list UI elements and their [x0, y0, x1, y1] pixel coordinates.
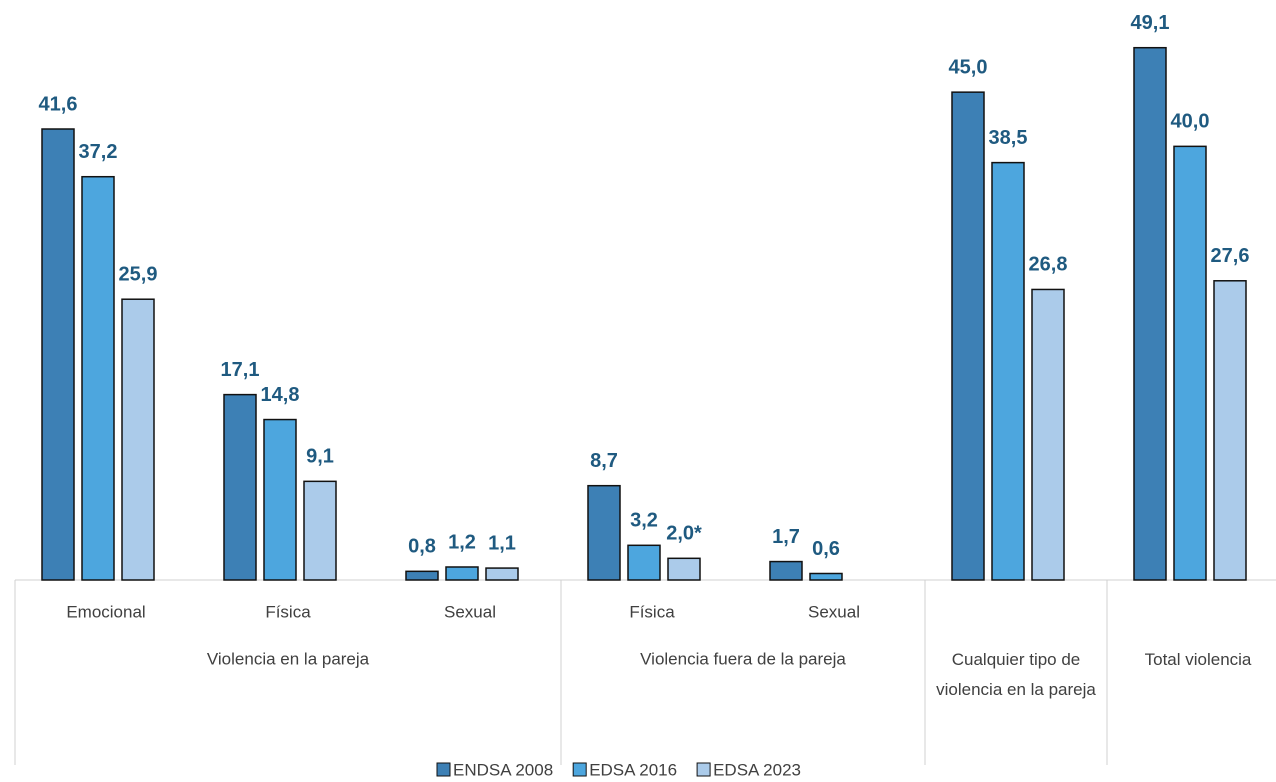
- x-tick-label: Emocional: [66, 602, 145, 621]
- data-label: 45,0: [949, 56, 988, 78]
- legend-swatch: [436, 762, 451, 777]
- x-tick-label: Sexual: [808, 602, 860, 621]
- group-label-box: Total violencia: [1144, 650, 1252, 669]
- data-label: 25,9: [119, 263, 158, 285]
- legend-label: EDSA 2016: [589, 760, 677, 779]
- bar: [121, 298, 155, 581]
- group-label-box: Cualquier tipo de violencia en la pareja: [936, 650, 1096, 699]
- bar: [263, 418, 297, 581]
- bar: [769, 560, 803, 581]
- bar: [1213, 280, 1247, 581]
- data-label: 1,1: [488, 532, 516, 554]
- group-label: Violencia fuera de la pareja: [640, 649, 846, 668]
- legend-swatch: [696, 762, 711, 777]
- x-tick-label: Física: [265, 602, 311, 621]
- bar: [991, 161, 1025, 581]
- bar: [667, 557, 701, 581]
- bar: [405, 570, 439, 581]
- bar: [951, 91, 985, 581]
- group-label: Cualquier tipo de violencia en la pareja: [936, 650, 1096, 699]
- data-label: 14,8: [261, 384, 300, 406]
- group-label: Violencia en la pareja: [207, 649, 370, 668]
- data-label: 0,8: [408, 536, 436, 558]
- data-label: 0,6: [812, 538, 840, 560]
- data-label: 49,1: [1131, 12, 1170, 34]
- data-label: 8,7: [590, 450, 618, 472]
- data-label: 26,8: [1029, 254, 1068, 276]
- bar: [1173, 145, 1207, 581]
- data-label: 40,0: [1171, 111, 1210, 133]
- data-label: 2,0*: [666, 523, 702, 545]
- x-tick-label: Sexual: [444, 602, 496, 621]
- bar: [445, 566, 479, 581]
- data-label: 38,5: [989, 127, 1028, 149]
- data-label: 27,6: [1211, 245, 1250, 267]
- legend-swatch: [572, 762, 587, 777]
- x-tick-label: Física: [629, 602, 675, 621]
- bar: [809, 572, 843, 581]
- group-label: Total violencia: [1144, 650, 1252, 669]
- bar: [223, 393, 257, 581]
- bar: [41, 128, 75, 581]
- data-label: 1,7: [772, 526, 800, 548]
- bar: [81, 175, 115, 581]
- data-label: 41,6: [39, 93, 78, 115]
- data-label: 1,2: [448, 531, 476, 553]
- bar: [587, 484, 621, 581]
- bar: [1031, 288, 1065, 581]
- bar: [1133, 46, 1167, 581]
- legend-label: ENDSA 2008: [453, 760, 553, 779]
- data-label: 9,1: [306, 446, 334, 468]
- legend-label: EDSA 2023: [713, 760, 801, 779]
- data-label: 37,2: [79, 141, 118, 163]
- bar: [485, 567, 519, 581]
- bar: [627, 544, 661, 581]
- data-label: 17,1: [221, 359, 260, 381]
- data-label: 3,2: [630, 510, 658, 532]
- bar: [303, 480, 337, 581]
